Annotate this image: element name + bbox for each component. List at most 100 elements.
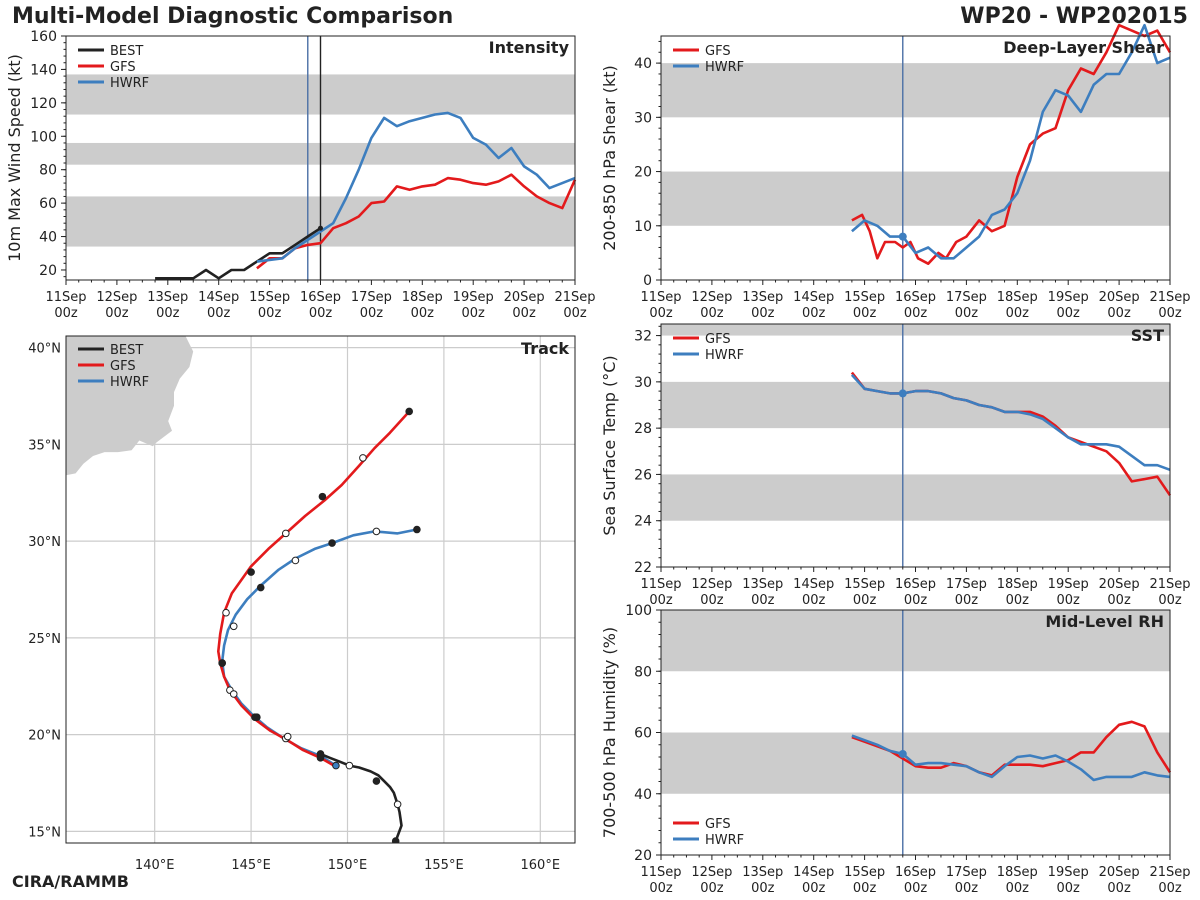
y-tick-label: 22 [634, 560, 652, 576]
gfs-track-point [218, 659, 226, 667]
x-tick-label: 00z [207, 306, 231, 321]
analysis-point [898, 232, 907, 241]
x-tick-label: 20Sep [1099, 865, 1140, 880]
hwrf-track-point [229, 622, 238, 631]
x-tick-label: 00z [1006, 881, 1030, 896]
hwrf-track-point [256, 583, 265, 592]
legend-label-hwrf: HWRF [110, 76, 149, 91]
band [661, 474, 1170, 521]
x-tick-label: 00z [649, 593, 673, 608]
legend-label-gfs: GFS [110, 359, 136, 374]
y-tick-label: 20 [39, 263, 57, 279]
x-tick-label: 11Sep [45, 290, 86, 305]
track-title: Track [521, 339, 569, 358]
x-tick-label: 00z [649, 306, 673, 321]
x-tick-label: 21Sep [1149, 865, 1190, 880]
hwrf-track-point [328, 539, 336, 547]
x-tick-label: 17Sep [946, 865, 987, 880]
band [661, 324, 1170, 336]
storm-id: WP20 - WP202015 [960, 4, 1188, 29]
y-tick-label: 20 [634, 848, 652, 864]
legend-label-hwrf: HWRF [705, 60, 744, 75]
best-last-point [318, 225, 323, 231]
gfs-track-point [318, 492, 327, 501]
y-tick-label: 80 [634, 664, 652, 680]
y-tick-label: 60 [634, 726, 652, 742]
x-tick-label: 14Sep [793, 290, 834, 305]
x-tick-label: 00z [1158, 306, 1182, 321]
track-plot-area [66, 336, 575, 843]
lon-tick-label: 140°E [135, 858, 175, 873]
best-track-point [372, 777, 381, 785]
y-tick-label: 80 [39, 163, 57, 179]
best-track-point [391, 837, 400, 843]
x-tick-label: 15Sep [844, 865, 885, 880]
y-tick-label: 160 [30, 29, 57, 45]
x-tick-label: 00z [512, 306, 536, 321]
x-tick-label: 00z [955, 306, 979, 321]
x-tick-label: 00z [1158, 881, 1182, 896]
shear-ylabel: 200-850 hPa Shear (kt) [600, 65, 619, 251]
y-tick-label: 100 [30, 129, 57, 145]
plot-frame [65, 335, 576, 844]
x-tick-label: 00z [955, 593, 979, 608]
legend-label-hwrf: HWRF [705, 348, 744, 363]
intensity-ylabel: 10m Max Wind Speed (kt) [5, 54, 24, 262]
best-line [155, 227, 322, 280]
x-tick-label: 00z [105, 306, 129, 321]
legend-label-best: BEST [110, 343, 143, 358]
x-tick-label: 19Sep [1048, 865, 1089, 880]
shear-chart: 01020304011Sep00z12Sep00z13Sep00z14Sep00… [600, 23, 1191, 321]
x-tick-label: 21Sep [1149, 577, 1190, 592]
x-tick-label: 00z [700, 306, 724, 321]
x-tick-label: 00z [751, 593, 775, 608]
x-tick-label: 00z [751, 881, 775, 896]
y-tick-label: 100 [625, 603, 652, 619]
analysis-point [898, 749, 907, 758]
x-tick-label: 12Sep [96, 290, 137, 305]
x-tick-label: 19Sep [1048, 290, 1089, 305]
gfs-track-point [247, 568, 255, 576]
x-tick-label: 15Sep [844, 290, 885, 305]
credit-label: CIRA/RAMMB [12, 872, 129, 891]
lat-tick-label: 20°N [28, 729, 61, 744]
y-tick-label: 120 [30, 96, 57, 112]
x-tick-label: 11Sep [640, 865, 681, 880]
x-tick-label: 00z [54, 306, 78, 321]
x-tick-label: 00z [258, 306, 282, 321]
x-tick-label: 15Sep [844, 577, 885, 592]
gfs-track-point [405, 407, 413, 416]
x-tick-label: 00z [700, 593, 724, 608]
y-tick-label: 40 [634, 56, 652, 72]
track-chart: 140°E 145°E 150°E 155°E 160°E 15°N 20°N 25°N 30°… [28, 335, 576, 873]
x-tick-label: 18Sep [997, 865, 1038, 880]
y-tick-label: 10 [634, 219, 652, 235]
x-tick-label: 00z [360, 306, 384, 321]
x-tick-label: 00z [751, 306, 775, 321]
x-tick-label: 18Sep [997, 290, 1038, 305]
legend-label-hwrf: HWRF [110, 375, 149, 390]
y-tick-label: 32 [634, 329, 652, 345]
legend-label-hwrf: HWRF [705, 833, 744, 848]
x-tick-label: 16Sep [895, 577, 936, 592]
gfs-track [217, 410, 411, 767]
x-tick-label: 19Sep [1048, 577, 1089, 592]
hwrf-track-point [332, 761, 340, 770]
intensity-title: Intensity [489, 38, 570, 57]
y-tick-label: 30 [634, 375, 652, 391]
x-tick-label: 21Sep [554, 290, 595, 305]
y-tick-label: 26 [634, 467, 652, 483]
y-tick-label: 40 [634, 787, 652, 803]
x-tick-label: 21Sep [1149, 290, 1190, 305]
x-tick-label: 13Sep [742, 290, 783, 305]
gfs-track-point [281, 529, 290, 538]
x-tick-label: 20Sep [1099, 577, 1140, 592]
x-tick-label: 00z [1006, 306, 1030, 321]
x-tick-label: 14Sep [793, 865, 834, 880]
x-tick-label: 00z [955, 881, 979, 896]
sst-chart: 22242628303211Sep00z12Sep00z13Sep00z14Se… [600, 323, 1191, 608]
best-track-point [393, 800, 402, 809]
x-tick-label: 14Sep [198, 290, 239, 305]
lon-tick-label: 155°E [424, 858, 464, 873]
lat-tick-label: 30°N [28, 535, 61, 550]
